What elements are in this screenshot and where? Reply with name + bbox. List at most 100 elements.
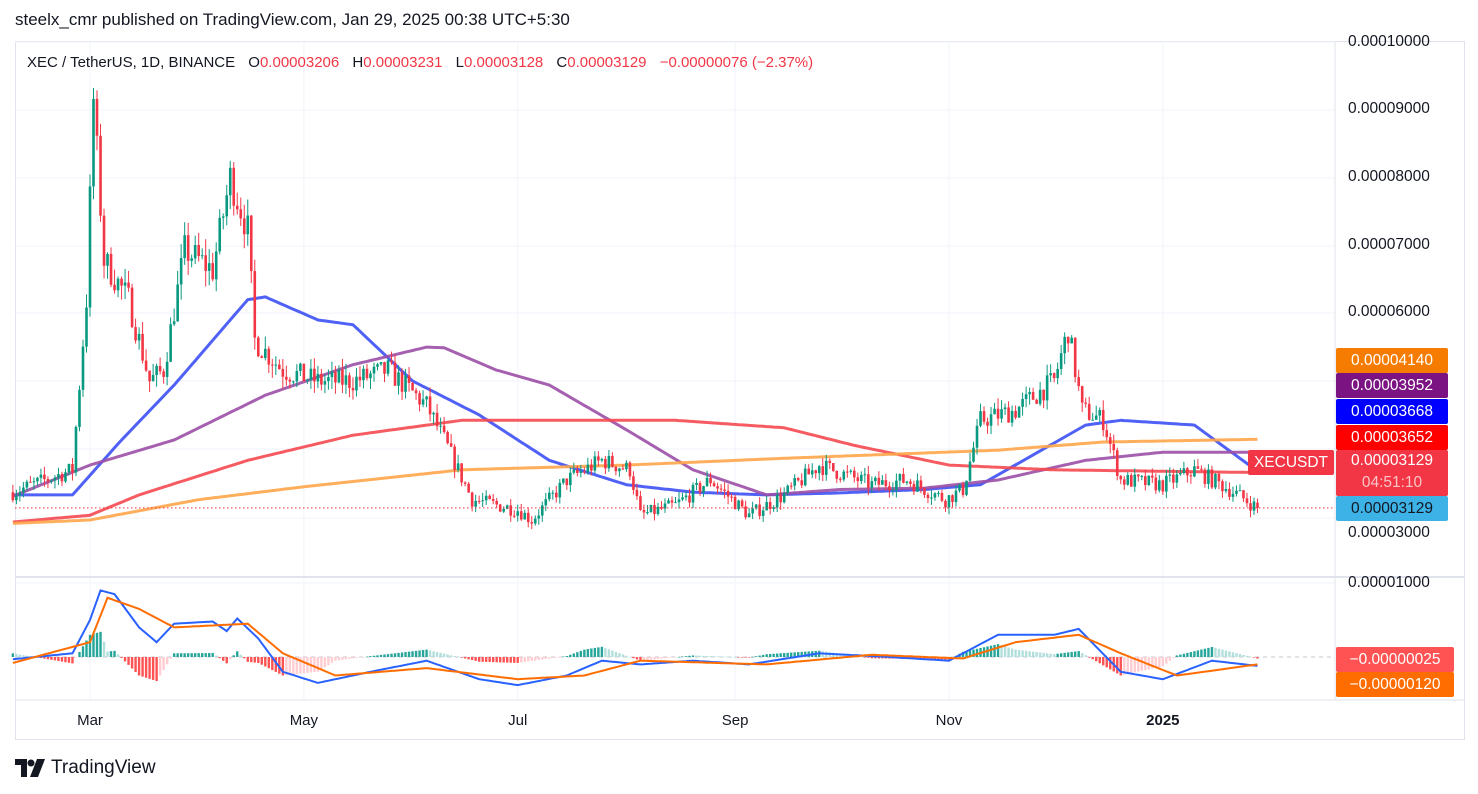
macd-histogram-bar <box>649 657 653 660</box>
candle-body <box>986 421 989 426</box>
macd-histogram-bar <box>972 649 975 657</box>
macd-histogram-bar <box>183 653 186 657</box>
macd-histogram-bar <box>506 657 509 663</box>
candle-body <box>1042 389 1045 401</box>
bar-countdown: 04:51:10 <box>1361 474 1423 491</box>
macd-histogram-bar <box>1088 657 1091 658</box>
candle-body <box>1151 475 1154 478</box>
time-tick: 2025 <box>1146 712 1180 729</box>
candle-body <box>642 509 646 513</box>
macd-histogram-bar <box>747 657 751 658</box>
tradingview-logo[interactable]: TradingView <box>15 757 156 779</box>
macd-histogram-bar <box>1052 654 1056 657</box>
macd-histogram-bar <box>477 657 481 662</box>
candle-body <box>200 255 204 257</box>
candle-body <box>306 379 309 382</box>
macd-histogram-bar <box>537 657 540 660</box>
macd-histogram-bar <box>264 657 267 667</box>
macd-histogram-bar <box>200 653 204 657</box>
macd-histogram-bar <box>102 641 106 657</box>
candle-body <box>576 469 579 474</box>
macd-histogram-bar <box>362 657 365 658</box>
candle-body <box>116 278 120 291</box>
candle-body <box>979 411 982 426</box>
candle-body <box>870 481 874 488</box>
macd-histogram-bar <box>232 655 235 657</box>
macd-histogram-bar <box>842 654 845 657</box>
symbol-title[interactable]: XEC / TetherUS, 1D, BINANCE <box>27 54 236 71</box>
macd-histogram-bar <box>702 655 705 657</box>
candle-body <box>46 479 50 482</box>
candle-body <box>590 464 593 471</box>
candle-body <box>1186 468 1189 476</box>
macd-histogram-bar <box>565 656 569 657</box>
candle-body <box>221 216 225 218</box>
grid <box>15 41 1335 700</box>
candle-body <box>1077 377 1080 387</box>
candle-body <box>600 459 604 461</box>
candle-body <box>544 499 548 506</box>
macd-histogram-bar <box>172 653 176 657</box>
candle-body <box>376 364 379 367</box>
macd-histogram-bar <box>60 657 64 662</box>
bid-price-tag: 0.00003129 <box>1336 496 1448 521</box>
macd-histogram-bar <box>278 657 281 674</box>
macd-histogram-bar <box>499 657 502 663</box>
candle-body <box>1136 474 1140 477</box>
macd-histogram-bar <box>411 651 414 657</box>
macd-histogram-bar <box>463 657 467 659</box>
candle-body <box>691 484 695 503</box>
macd-histogram-bar <box>1084 655 1087 657</box>
candle-body <box>418 393 421 405</box>
candle-body <box>249 215 253 272</box>
macd-histogram-bar <box>116 654 120 657</box>
macd-histogram-bar <box>365 656 369 658</box>
macd-histogram-bar <box>421 650 425 657</box>
candle-body <box>144 360 148 371</box>
candle-body <box>397 372 400 386</box>
macd-histogram-bar <box>1116 657 1119 674</box>
macd-histogram-bar <box>1235 653 1238 657</box>
macd-histogram-bar <box>1059 653 1063 657</box>
candle-body <box>537 515 541 519</box>
candle-body <box>1094 415 1098 420</box>
candle-body <box>463 482 467 484</box>
candle-body <box>895 480 898 491</box>
candle-body <box>905 481 909 483</box>
macd-histogram-bar <box>621 654 625 657</box>
candle-body <box>982 411 986 422</box>
candle-body <box>1028 392 1031 395</box>
macd-histogram-bar <box>358 657 362 658</box>
close-label: C <box>556 54 568 71</box>
macd-histogram-bar <box>1077 651 1080 657</box>
moving-averages <box>12 295 1259 525</box>
candle-body <box>15 495 18 501</box>
candle-body <box>965 480 968 495</box>
candle-body <box>733 496 737 510</box>
tradingview-logo-icon <box>15 759 45 777</box>
candle-body <box>316 373 320 382</box>
candle-body <box>761 510 765 516</box>
candle-body <box>158 365 162 372</box>
candle-body <box>814 470 818 474</box>
macd-histogram-bar <box>691 655 695 657</box>
macd-histogram-bar <box>1200 649 1203 657</box>
macd-tick: 0.00001000 <box>1348 574 1430 591</box>
macd-histogram-bar <box>926 657 930 660</box>
macd-histogram-bar <box>670 657 674 658</box>
candle-body <box>1168 474 1172 476</box>
macd-histogram-bar <box>11 653 15 657</box>
candle-body <box>1144 476 1147 486</box>
candle-body <box>744 506 747 518</box>
candle-body <box>923 488 926 495</box>
candle-body <box>477 500 481 502</box>
macd-histogram-bar <box>639 657 642 661</box>
candle-body <box>898 473 902 481</box>
candle-body <box>148 370 151 382</box>
macd-histogram-bar <box>39 657 43 659</box>
candle-body <box>369 373 372 379</box>
candle-body <box>1108 437 1112 444</box>
macd-histogram-bar <box>85 640 88 657</box>
macd-histogram-bar <box>299 657 302 674</box>
